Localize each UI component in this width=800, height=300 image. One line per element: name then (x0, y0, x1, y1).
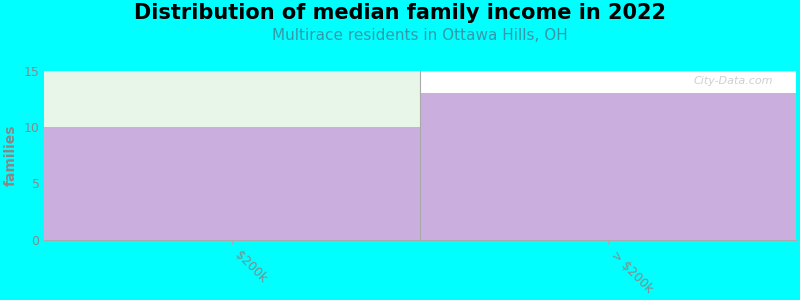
Text: Distribution of median family income in 2022: Distribution of median family income in … (134, 3, 666, 23)
Bar (45, 127, 420, 240)
Bar (45, 71, 420, 127)
Text: City-Data.com: City-Data.com (694, 76, 774, 86)
Title: Multirace residents in Ottawa Hills, OH: Multirace residents in Ottawa Hills, OH (272, 28, 568, 43)
Bar (420, 93, 796, 240)
Y-axis label: families: families (4, 124, 18, 186)
